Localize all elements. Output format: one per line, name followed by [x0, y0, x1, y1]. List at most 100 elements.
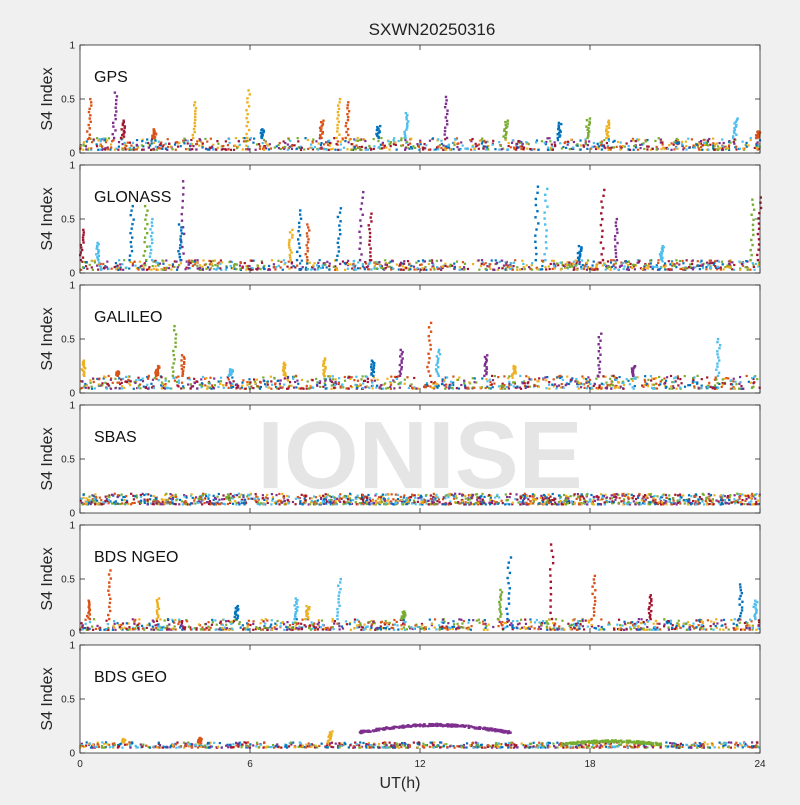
- data-point: [545, 387, 547, 389]
- data-point: [654, 140, 656, 142]
- data-point: [333, 387, 335, 389]
- data-point: [93, 498, 95, 500]
- system-label: SBAS: [94, 429, 137, 446]
- data-point: [689, 384, 691, 386]
- data-point: [585, 378, 587, 380]
- data-point: [277, 144, 279, 146]
- data-point: [239, 264, 241, 266]
- data-point: [516, 143, 518, 145]
- data-point-spike: [486, 354, 488, 356]
- data-point: [551, 143, 553, 145]
- data-point-spike: [245, 117, 247, 119]
- data-point: [204, 502, 206, 504]
- data-point: [684, 375, 686, 377]
- data-point: [416, 267, 418, 269]
- data-point-spike: [337, 242, 339, 244]
- data-point: [452, 628, 454, 630]
- data-point-spike: [544, 259, 546, 261]
- data-point: [621, 264, 623, 266]
- data-point: [307, 139, 309, 141]
- data-point: [347, 260, 349, 262]
- data-point: [299, 262, 301, 264]
- data-point: [273, 263, 275, 265]
- data-point: [222, 384, 224, 386]
- data-point: [589, 383, 591, 385]
- data-point: [190, 139, 192, 141]
- data-point: [733, 378, 735, 380]
- data-point: [182, 385, 184, 387]
- data-point: [622, 382, 624, 384]
- data-point: [456, 261, 458, 263]
- data-point-spike: [86, 130, 88, 132]
- data-point: [177, 266, 179, 268]
- data-point: [560, 262, 562, 264]
- data-point: [580, 144, 582, 146]
- data-point: [646, 148, 648, 150]
- data-point: [91, 388, 93, 390]
- data-point: [398, 140, 400, 142]
- data-point: [262, 142, 264, 144]
- data-point: [649, 266, 651, 268]
- data-point: [258, 143, 260, 145]
- data-point: [306, 262, 308, 264]
- data-point-spike: [80, 246, 82, 248]
- data-point: [189, 149, 191, 151]
- data-point: [697, 375, 699, 377]
- data-point: [470, 149, 472, 151]
- data-point: [133, 388, 135, 390]
- data-point: [586, 262, 588, 264]
- data-point-spike: [299, 209, 301, 211]
- data-point: [390, 145, 392, 147]
- data-point-spike: [587, 127, 589, 129]
- data-point: [623, 502, 625, 504]
- data-point: [507, 149, 509, 151]
- data-point: [650, 496, 652, 498]
- data-point: [162, 503, 164, 505]
- data-point: [87, 499, 89, 501]
- data-point: [628, 145, 630, 147]
- data-point: [109, 148, 111, 150]
- data-point-spike: [307, 250, 309, 252]
- data-point-spike: [88, 108, 90, 110]
- data-point: [586, 265, 588, 267]
- data-point: [342, 260, 344, 262]
- data-point: [591, 502, 593, 504]
- data-point: [553, 378, 555, 380]
- data-point: [263, 268, 265, 270]
- data-point: [121, 263, 123, 265]
- data-point: [117, 149, 119, 151]
- data-point: [733, 143, 735, 145]
- data-point-spike: [369, 255, 371, 257]
- data-point: [679, 260, 681, 262]
- data-point: [731, 383, 733, 385]
- data-point-spike: [369, 216, 371, 218]
- data-point: [695, 503, 697, 505]
- data-point-spike: [347, 101, 349, 103]
- data-point: [492, 144, 494, 146]
- data-point: [606, 387, 608, 389]
- data-point: [721, 386, 723, 388]
- data-point: [590, 494, 592, 496]
- data-point: [271, 259, 273, 261]
- data-point: [633, 145, 635, 147]
- data-point: [670, 149, 672, 151]
- data-point: [302, 388, 304, 390]
- data-point: [112, 382, 114, 384]
- data-point: [583, 497, 585, 499]
- data-point: [703, 139, 705, 141]
- data-point: [358, 147, 360, 149]
- data-point: [498, 149, 500, 151]
- data-point: [629, 383, 631, 385]
- data-point: [542, 378, 544, 380]
- data-point-spike: [151, 221, 153, 223]
- data-point: [289, 381, 291, 383]
- data-point: [596, 268, 598, 270]
- data-point: [721, 384, 723, 386]
- data-point: [675, 142, 677, 144]
- data-point-spike: [181, 213, 183, 215]
- data-point: [89, 264, 91, 266]
- data-point: [638, 493, 640, 495]
- data-point: [701, 385, 703, 387]
- data-point: [134, 502, 136, 504]
